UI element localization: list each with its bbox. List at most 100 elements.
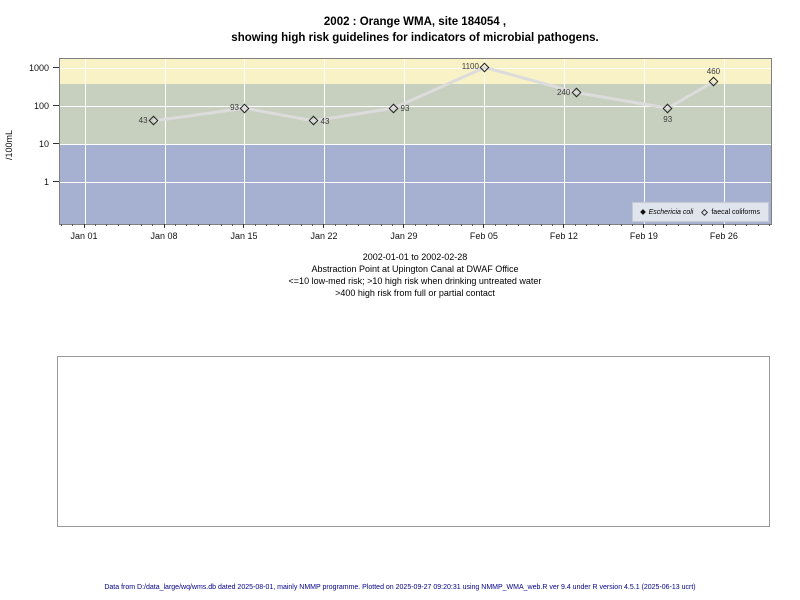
x-minor-tick-mark: [609, 224, 611, 226]
x-tick-label: Feb 05: [469, 231, 498, 241]
subtitle-risk-guideline-1: <=10 low-med risk; >10 high risk when dr…: [288, 276, 542, 286]
legend-item-ecoli: Eschericia coli: [639, 209, 693, 216]
x-minor-tick-mark: [300, 224, 302, 226]
grid-line-week: [644, 59, 646, 224]
subtitle-site-description: Abstraction Point at Upington Canal at D…: [311, 264, 519, 274]
point-value-label: 43: [320, 116, 330, 126]
y-tick-mark: [53, 181, 59, 183]
x-minor-tick-mark: [734, 224, 736, 226]
x-minor-tick-mark: [106, 224, 108, 226]
x-minor-tick-mark: [574, 224, 576, 226]
x-minor-tick-mark: [449, 224, 451, 226]
x-minor-tick-mark: [666, 224, 668, 226]
x-minor-tick-mark: [140, 224, 142, 226]
legend-item-faecal-coliforms: faecal coliforms: [701, 208, 760, 216]
x-minor-tick-mark: [94, 224, 96, 226]
grid-line-week: [84, 59, 86, 224]
chart-title: 2002 : Orange WMA, site 184054 , showing…: [29, 14, 800, 46]
grid-line-week: [404, 59, 406, 224]
x-minor-tick-mark: [380, 224, 382, 226]
x-minor-tick-mark: [506, 224, 508, 226]
x-minor-tick-mark: [266, 224, 268, 226]
subtitle-risk-guideline-2: >400 high risk from full or partial cont…: [335, 288, 495, 298]
x-minor-tick-mark: [746, 224, 748, 226]
x-minor-tick-mark: [757, 224, 759, 226]
x-tick-mark: [643, 224, 645, 228]
grid-line-week: [244, 59, 246, 224]
footer-provenance-text: Data from D:/data_large/wq/wms.db dated …: [104, 584, 696, 591]
point-value-label: 1100: [461, 62, 479, 72]
chart-title-line1: 2002 : Orange WMA, site 184054 ,: [323, 16, 507, 28]
x-minor-tick-mark: [117, 224, 119, 226]
x-tick-mark: [323, 224, 325, 228]
grid-line-week: [164, 59, 166, 224]
x-minor-tick-mark: [174, 224, 176, 226]
x-tick-label: Jan 01: [70, 231, 98, 241]
x-minor-tick-mark: [254, 224, 256, 226]
grid-line-decade: [60, 144, 771, 146]
grid-line-week: [484, 59, 486, 224]
series-line: [153, 65, 715, 123]
point-value-label: 460: [706, 66, 721, 76]
x-tick-label: Jan 22: [310, 231, 338, 241]
x-minor-tick-mark: [540, 224, 542, 226]
x-minor-tick-mark: [426, 224, 428, 226]
x-minor-tick-mark: [597, 224, 599, 226]
x-minor-tick-mark: [312, 224, 314, 226]
chart-title-line2: showing high risk guidelines for indicat…: [231, 32, 599, 44]
x-tick-label: Jan 08: [150, 231, 178, 241]
grid-line-decade: [60, 182, 771, 184]
x-minor-tick-mark: [357, 224, 359, 226]
x-tick-label: Feb 26: [709, 231, 738, 241]
y-tick-label: 100: [33, 100, 49, 111]
legend: Eschericia coli faecal coliforms: [631, 202, 769, 222]
grid-line-week: [724, 59, 726, 224]
x-minor-tick-mark: [586, 224, 588, 226]
filled-diamond-icon: [639, 209, 646, 215]
grid-line-decade: [60, 68, 771, 70]
x-minor-tick-mark: [494, 224, 496, 226]
x-tick-mark: [243, 224, 245, 228]
x-minor-tick-mark: [460, 224, 462, 226]
x-tick-mark: [163, 224, 165, 228]
x-tick-mark: [83, 224, 85, 228]
x-minor-tick-mark: [232, 224, 234, 226]
plot-area: Eschericia coli faecal coliforms 43 93 43 9…: [59, 58, 772, 225]
x-minor-tick-mark: [472, 224, 473, 226]
grid-line-decade: [60, 106, 771, 108]
x-axis: Jan 01 Jan 08 Jan 15 Jan 22 Jan 29 Feb 05 Feb …: [59, 224, 771, 246]
y-tick-label: 10: [38, 138, 49, 149]
x-minor-tick-mark: [620, 224, 622, 226]
x-tick-mark: [483, 224, 485, 228]
x-minor-tick-mark: [72, 224, 74, 226]
open-diamond-icon: [701, 208, 709, 216]
x-tick-label: Feb 19: [629, 231, 658, 241]
y-axis: 1000 100 10 1: [0, 58, 59, 223]
point-value-label: 93: [663, 115, 673, 125]
x-tick-label: Jan 29: [390, 231, 418, 241]
x-minor-tick-mark: [60, 224, 62, 226]
x-minor-tick-mark: [289, 224, 291, 226]
x-minor-tick-mark: [186, 224, 188, 226]
x-minor-tick-mark: [551, 224, 553, 226]
x-tick-mark: [563, 224, 565, 228]
x-minor-tick-mark: [711, 224, 713, 226]
x-minor-tick-mark: [700, 224, 702, 226]
x-minor-tick-mark: [631, 224, 633, 226]
x-minor-tick-mark: [197, 224, 199, 226]
x-minor-tick-mark: [677, 224, 679, 226]
subtitle-date-range: 2002-01-01 to 2002-02-28: [362, 252, 468, 262]
y-tick-mark: [53, 143, 59, 145]
y-tick-label: 1000: [28, 62, 49, 73]
x-tick-mark: [723, 224, 725, 228]
x-minor-tick-mark: [437, 224, 439, 226]
point-value-label: 93: [400, 104, 410, 114]
x-minor-tick-mark: [346, 224, 348, 226]
x-minor-tick-mark: [414, 224, 416, 226]
x-minor-tick-mark: [689, 224, 691, 226]
chart-subtitle: 2002-01-01 to 2002-02-28 Abstraction Poi…: [29, 251, 800, 299]
x-minor-tick-mark: [529, 224, 531, 226]
risk-band-0: [60, 59, 771, 85]
x-tick-mark: [403, 224, 405, 228]
